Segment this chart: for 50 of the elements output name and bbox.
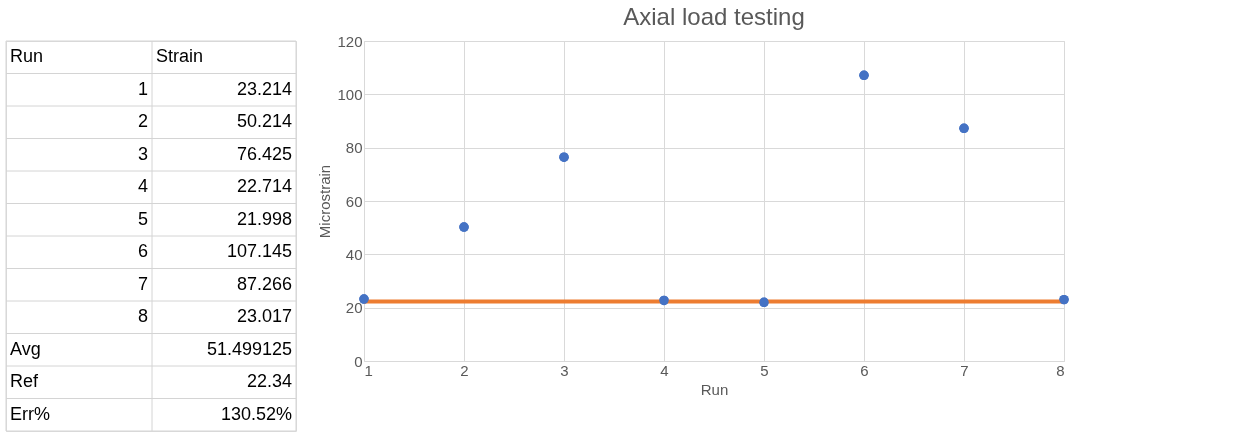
y-axis-title: Microstrain (316, 164, 334, 239)
point (459, 222, 469, 232)
text: 76.425 (236, 143, 292, 164)
text: 130.52% (220, 403, 292, 424)
text: 23.017 (236, 306, 292, 327)
text: 51.499125 (206, 338, 292, 359)
x-tick-label: 3 (560, 361, 569, 379)
y-tick-label: 100 (337, 85, 363, 103)
text: 50.214 (236, 111, 292, 132)
y-tick-label: 0 (354, 352, 363, 370)
x-tick-label: 5 (760, 361, 769, 379)
x-tick-label: 4 (660, 361, 669, 379)
text: 22.34 (246, 371, 292, 392)
text: 107.145 (226, 241, 292, 262)
text: 4 (137, 176, 148, 197)
text: 5 (137, 208, 148, 229)
y-tick-label: 40 (345, 245, 363, 263)
text: 22.714 (236, 176, 292, 197)
point (359, 294, 369, 304)
x-tick-label: 1 (364, 361, 373, 379)
text: Avg (10, 338, 41, 359)
x-tick-label: 8 (1056, 361, 1065, 379)
y-tick-label: 120 (337, 32, 363, 50)
text: Ref (10, 371, 40, 392)
text: 87.266 (236, 273, 292, 294)
text: 3 (137, 143, 148, 164)
x-tick-label: 2 (460, 361, 469, 379)
x-tick-label: 6 (860, 361, 869, 379)
text: 7 (137, 273, 148, 294)
point (959, 123, 969, 134)
text: 8 (137, 306, 148, 327)
text: Strain (156, 46, 204, 67)
point (659, 295, 669, 306)
chart-title: Axial load testing (623, 3, 805, 30)
x-tick-label: 7 (960, 361, 969, 379)
y-tick-label: 20 (345, 299, 363, 317)
x-axis-title: Run (700, 380, 729, 398)
y-tick-label: 60 (345, 192, 363, 210)
point (559, 152, 569, 162)
text: 2 (137, 111, 148, 132)
text: Run (10, 46, 44, 67)
point (1059, 294, 1069, 305)
text: 1 (137, 78, 148, 99)
text: Err% (10, 403, 50, 424)
text: 23.214 (236, 78, 292, 99)
text: 21.998 (236, 208, 292, 229)
point (859, 70, 869, 81)
y-tick-label: 80 (345, 139, 363, 157)
text: 6 (137, 241, 148, 262)
point (759, 297, 769, 308)
